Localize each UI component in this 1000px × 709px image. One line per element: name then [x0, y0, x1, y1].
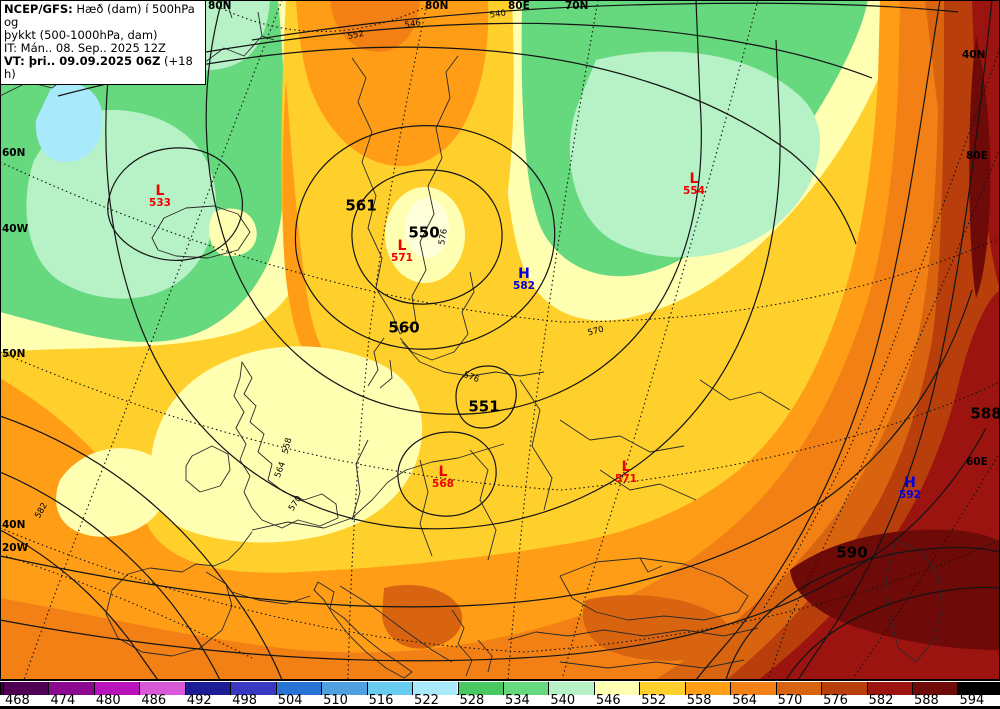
thickness-field — [0, 0, 1000, 680]
colorbar-tick-label: 564 — [732, 693, 758, 708]
colorbar-strip — [0, 680, 1000, 695]
colorbar-tick-label: 528 — [459, 693, 485, 708]
model-name: NCEP/GFS: — [4, 2, 73, 16]
title-line-2: þykkt (500-1000hPa, dam) — [4, 28, 158, 42]
height-contours — [0, 0, 1000, 680]
map-area: 80N80N80E70N60W60N40W50N40N20W40N80E60E5… — [0, 0, 1000, 680]
colorbar-cell — [0, 682, 3, 695]
colorbar-cell — [230, 682, 276, 695]
colorbar-cell — [775, 682, 822, 695]
colorbar-cell — [502, 682, 549, 695]
colorbar-cell — [912, 682, 958, 695]
colorbar-tick-label: 588 — [914, 693, 939, 708]
colorbar-cell — [366, 682, 413, 695]
colorbar-labels: 468 474 480 486 492 498 504 510 516 522 528 534 540 5… — [0, 693, 1000, 708]
colorbar-cell — [684, 682, 731, 695]
colorbar-cell — [412, 682, 458, 695]
colorbar-cell — [639, 682, 685, 695]
colorbar-tick-label: 534 — [504, 693, 530, 708]
colorbar-tick-label: 582 — [868, 693, 894, 708]
colorbar-cell — [457, 682, 503, 695]
colorbar-cell — [3, 682, 49, 695]
colorbar-tick-label: 540 — [550, 693, 576, 708]
map-svg — [0, 0, 1000, 680]
colorbar-tick-label: 504 — [277, 693, 303, 708]
colorbar-cell — [275, 682, 322, 695]
colorbar-tick-label: 576 — [823, 693, 848, 708]
colorbar-cell — [48, 682, 94, 695]
colorbar-cell — [93, 682, 140, 695]
colorbar-tick-label: 522 — [414, 693, 439, 708]
colorbar-tick-label: 558 — [686, 693, 712, 708]
colorbar-cell — [139, 682, 185, 695]
colorbar-cell — [593, 682, 640, 695]
colorbar-tick-label: 468 — [5, 693, 30, 708]
colorbar-tick-label: 546 — [595, 693, 621, 708]
title-box: NCEP/GFS: Hæð (dam) í 500hPa og þykkt (5… — [0, 0, 206, 85]
colorbar-cell — [957, 682, 1000, 695]
colorbar-bottom-bar — [0, 706, 1000, 709]
colorbar-tick-label: 516 — [368, 693, 394, 708]
colorbar-tick-label: 570 — [777, 693, 803, 708]
valid-time: VT: þri.. 09.09.2025 06Z (+18 h) — [4, 54, 193, 81]
colorbar-cell — [821, 682, 867, 695]
colorbar-tick-label: 486 — [141, 693, 167, 708]
colorbar-cell — [548, 682, 594, 695]
colorbar-tick-label: 480 — [95, 693, 121, 708]
colorbar-legend: 468 474 480 486 492 498 504 510 516 522 528 534 540 5… — [0, 680, 1000, 709]
colorbar-tick-label: 552 — [641, 693, 667, 708]
title-line-1: NCEP/GFS: Hæð (dam) í 500hPa og — [4, 2, 195, 29]
colorbar-tick-label: 510 — [323, 693, 348, 708]
colorbar-cell — [730, 682, 776, 695]
colorbar-cell — [184, 682, 231, 695]
colorbar-cell — [866, 682, 912, 695]
colorbar-cell — [321, 682, 367, 695]
colorbar-tick-label: 474 — [50, 693, 76, 708]
init-time: IT: Mán.. 08. Sep.. 2025 12Z — [4, 41, 166, 55]
colorbar-tick-label: 498 — [232, 693, 258, 708]
colorbar-tick-label: 492 — [186, 693, 212, 708]
colorbar-tick-label: 594 — [959, 693, 985, 708]
